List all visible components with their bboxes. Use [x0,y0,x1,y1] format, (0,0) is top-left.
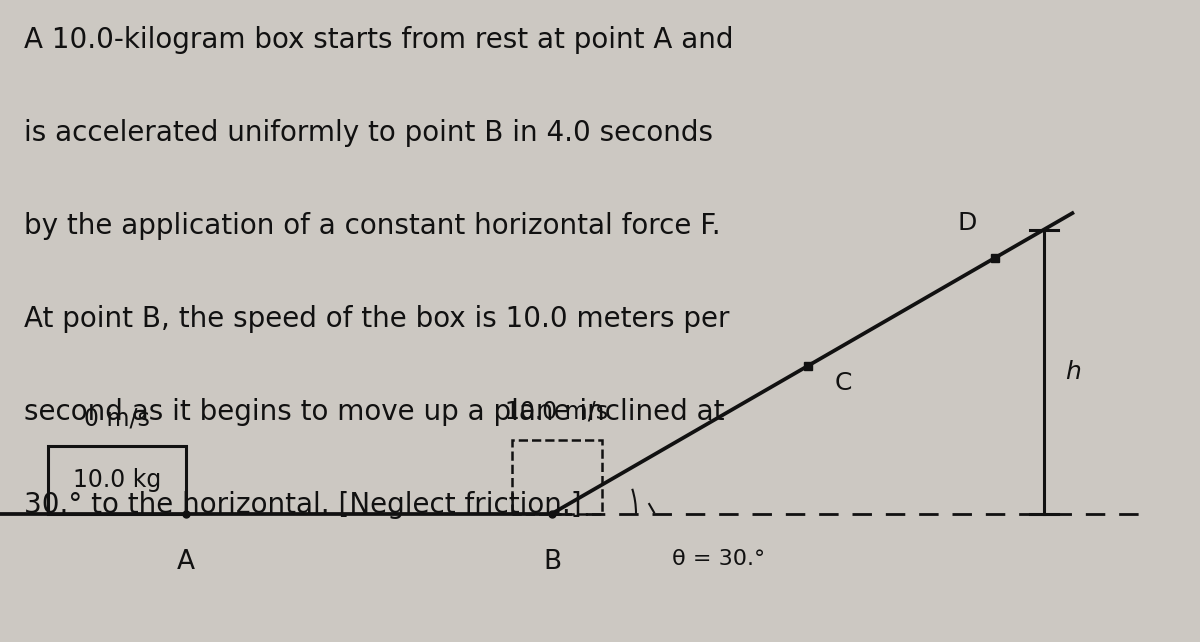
Text: A 10.0-kilogram box starts from rest at point A and: A 10.0-kilogram box starts from rest at … [24,26,733,54]
Bar [48,446,186,514]
Text: B: B [542,549,562,575]
Text: h: h [1066,360,1081,383]
Text: C: C [834,371,852,395]
Text: second as it begins to move up a plane inclined at: second as it begins to move up a plane i… [24,398,725,426]
Text: A: A [178,549,194,575]
Text: D: D [958,211,977,236]
Text: 30.° to the horizontal. [Neglect friction.]: 30.° to the horizontal. [Neglect frictio… [24,491,582,519]
Bar [511,440,601,514]
Text: 10.0 kg: 10.0 kg [73,468,161,492]
Text: θ = 30.°: θ = 30.° [672,549,766,569]
Text: is accelerated uniformly to point B in 4.0 seconds: is accelerated uniformly to point B in 4… [24,119,713,147]
Text: 0 m/s: 0 m/s [84,406,150,430]
Text: 10.0 m/s: 10.0 m/s [505,400,608,424]
Text: At point B, the speed of the box is 10.0 meters per: At point B, the speed of the box is 10.0… [24,305,730,333]
Text: by the application of a constant horizontal force F.: by the application of a constant horizon… [24,212,721,240]
